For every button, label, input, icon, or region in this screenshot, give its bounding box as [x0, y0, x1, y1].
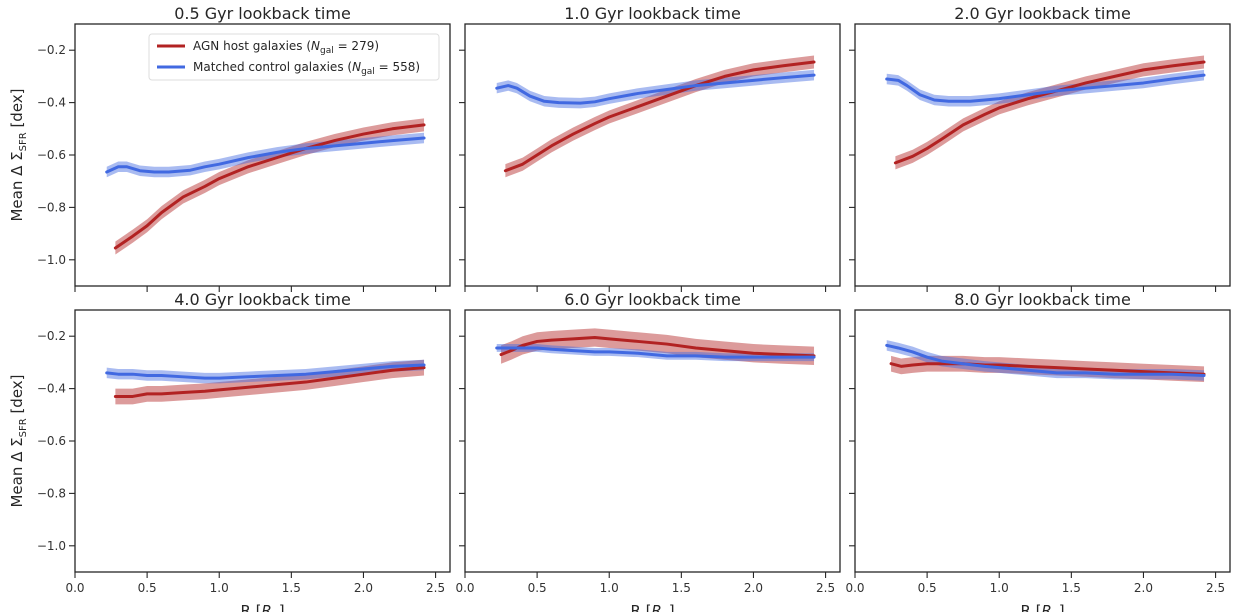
- x-tick-label: 2.0: [354, 581, 373, 595]
- panel-2: 1.0 Gyr lookback time: [459, 4, 841, 292]
- panel-title: 8.0 Gyr lookback time: [954, 290, 1131, 309]
- series-control-line: [495, 346, 816, 359]
- x-tick-label: 1.0: [990, 581, 1009, 595]
- x-tick-label: 1.0: [600, 581, 619, 595]
- plot-area: [495, 328, 816, 366]
- panel-3: 2.0 Gyr lookback time: [849, 4, 1231, 292]
- series-agn-band: [115, 118, 425, 255]
- series-control-line: [885, 73, 1206, 103]
- series-control-band: [886, 69, 1205, 107]
- series-control-band: [496, 69, 815, 109]
- x-tick-label: 1.5: [1062, 581, 1081, 595]
- y-tick-label: −0.4: [37, 382, 66, 396]
- panel-title: 0.5 Gyr lookback time: [174, 4, 351, 23]
- x-tick-label: 0.5: [918, 581, 937, 595]
- x-axis-label: R [Re]: [630, 602, 674, 612]
- y-tick-label: −0.2: [37, 43, 66, 57]
- y-axis-label: Mean Δ ΣSFR [dex]: [8, 374, 29, 507]
- x-axis-label: R [Re]: [1020, 602, 1064, 612]
- panel-title: 6.0 Gyr lookback time: [564, 290, 741, 309]
- axes-frame: [74, 309, 451, 573]
- series-agn-line: [113, 123, 426, 250]
- y-tick-label: −1.0: [37, 539, 66, 553]
- panel-6: 8.0 Gyr lookback time 0.0 0.5 1.0 1.5 2.0 2.5 R…: [845, 290, 1231, 612]
- plot-area: [885, 340, 1206, 383]
- panel-title: 1.0 Gyr lookback time: [564, 4, 741, 23]
- panel-5: 6.0 Gyr lookback time 0.0 0.5 1.0 1.5 2.0 2.5 R…: [455, 290, 841, 612]
- x-tick-label: 1.5: [672, 581, 691, 595]
- plot-area: [885, 55, 1206, 170]
- x-tick-label: 1.0: [210, 581, 229, 595]
- y-axis-label: Mean Δ ΣSFR [dex]: [8, 88, 29, 221]
- plot-area: [495, 55, 816, 178]
- y-tick-label: −0.6: [37, 148, 66, 162]
- legend-entry: AGN host galaxies (Ngal = 279): [193, 39, 379, 56]
- y-tick-label: −1.0: [37, 253, 66, 267]
- plot-area: [105, 118, 426, 255]
- series-agn-line: [499, 336, 816, 358]
- y-tick-label: −0.8: [37, 486, 66, 500]
- legend: AGN host galaxies (Ngal = 279) Matched co…: [148, 33, 440, 81]
- panel-title: 4.0 Gyr lookback time: [174, 290, 351, 309]
- x-tick-label: 0.0: [65, 581, 84, 595]
- x-tick-label: 2.0: [744, 581, 763, 595]
- x-tick-label: 0.5: [138, 581, 157, 595]
- x-tick-label: 2.5: [1206, 581, 1225, 595]
- x-tick-label: 2.5: [816, 581, 835, 595]
- x-tick-label: 1.5: [282, 581, 301, 595]
- series-agn-line: [889, 362, 1206, 376]
- panel-1: 0.5 Gyr lookback time −0.2 −0.4 −0.6 −0.8 −1.…: [8, 4, 451, 292]
- series-agn-line: [113, 366, 426, 398]
- legend-entry: Matched control galaxies (Ngal = 558): [193, 60, 420, 77]
- x-tick-label: 0.5: [528, 581, 547, 595]
- y-tick-label: −0.2: [37, 329, 66, 343]
- x-tick-label: 0.0: [845, 581, 864, 595]
- series-agn-band: [505, 55, 815, 178]
- x-axis-label: R [Re]: [240, 602, 284, 612]
- x-tick-label: 2.0: [1134, 581, 1153, 595]
- series-agn-line: [893, 60, 1206, 165]
- series-agn-band: [895, 55, 1205, 170]
- series-control-line: [885, 343, 1206, 377]
- y-tick-label: −0.8: [37, 200, 66, 214]
- series-control-line: [105, 136, 426, 174]
- plot-area: [105, 359, 426, 405]
- panel-4: 4.0 Gyr lookback time 0.0 0.5 1.0 1.5 2.0 2.5 −…: [8, 290, 451, 612]
- x-tick-label: 0.0: [455, 581, 474, 595]
- series-control-line: [495, 73, 816, 105]
- panel-title: 2.0 Gyr lookback time: [954, 4, 1131, 23]
- y-tick-label: −0.4: [37, 96, 66, 110]
- series-agn-line: [503, 60, 816, 173]
- series-control-line: [105, 363, 426, 380]
- y-tick-label: −0.6: [37, 434, 66, 448]
- x-tick-label: 2.5: [426, 581, 445, 595]
